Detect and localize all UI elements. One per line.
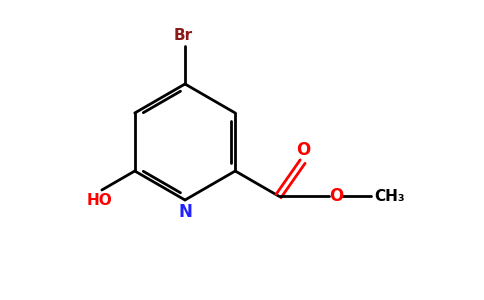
Text: O: O: [330, 187, 344, 205]
Text: CH₃: CH₃: [375, 188, 405, 203]
Text: O: O: [297, 141, 311, 159]
Text: Br: Br: [173, 28, 193, 43]
Text: N: N: [178, 203, 192, 221]
Text: HO: HO: [87, 193, 113, 208]
